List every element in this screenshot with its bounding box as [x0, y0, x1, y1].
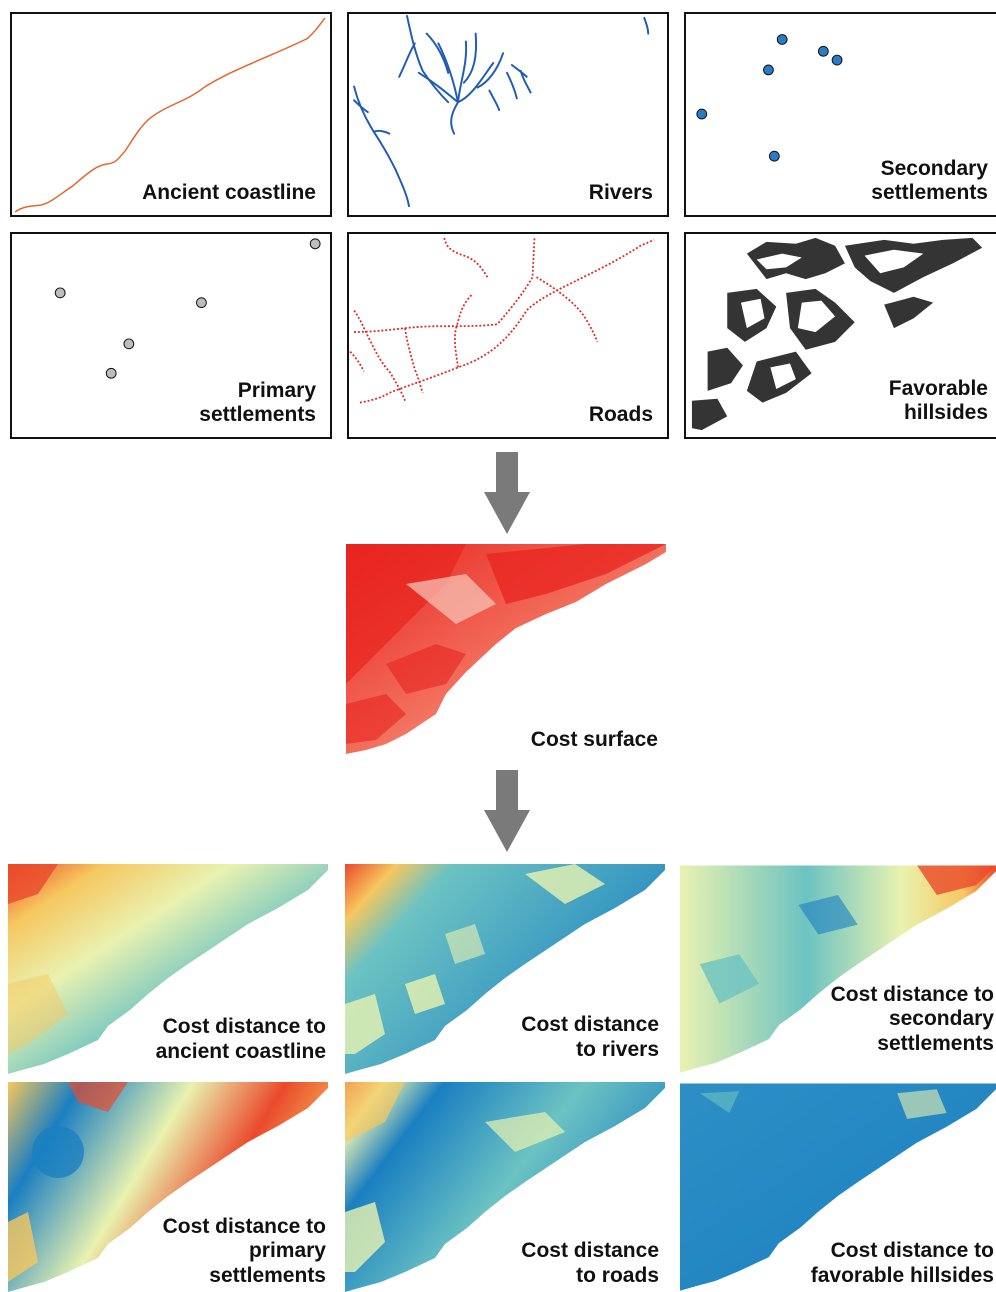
label-primary-settlements: Primary settlements	[199, 379, 316, 426]
label-rivers: Rivers	[588, 181, 653, 204]
cost-distance-secondary-map	[680, 865, 996, 1073]
panel-primary-settlements: Primary settlements	[10, 232, 332, 439]
rivers-line-map	[353, 14, 650, 208]
label-cost-surface: Cost surface	[530, 728, 658, 751]
panel-favorable-hillsides: Favorable hillsides	[684, 232, 996, 439]
cost-distance-roads-map	[345, 1082, 665, 1292]
secondary-settlements-map	[696, 34, 843, 162]
cost-distance-coastline-map	[8, 864, 328, 1074]
label-cost-distance-secondary: Cost distance to secondary settlements	[830, 982, 994, 1055]
label-favorable-hillsides: Favorable hillsides	[888, 377, 988, 424]
panel-ancient-coastline: Ancient coastline	[10, 12, 332, 217]
primary-settlements-map	[54, 238, 321, 379]
label-ancient-coastline: Ancient coastline	[142, 181, 316, 204]
label-cost-distance-hillsides: Cost distance to favorable hillsides	[810, 1239, 994, 1287]
label-cost-distance-roads: Cost distance to roads	[521, 1239, 659, 1287]
panel-secondary-settlements: Secondary settlements	[684, 12, 996, 217]
cost-distance-hillsides-map	[680, 1083, 996, 1291]
label-roads: Roads	[588, 403, 653, 426]
panel-cost-distance-hillsides: Cost distance to favorable hillsides	[680, 1082, 996, 1292]
label-cost-distance-rivers: Cost distance to rivers	[521, 1013, 659, 1061]
hillsides-map	[691, 237, 994, 437]
panel-cost-surface: Cost surface	[346, 544, 666, 754]
down-arrow-2	[484, 770, 530, 852]
down-arrow-1	[484, 452, 530, 534]
coastline-line-map	[14, 17, 326, 213]
label-secondary-settlements: Secondary settlements	[871, 157, 988, 204]
panel-cost-distance-coastline: Cost distance to ancient coastline	[8, 864, 328, 1074]
panel-rivers: Rivers	[347, 12, 669, 217]
label-cost-distance-coastline: Cost distance to ancient coastline	[155, 1015, 326, 1063]
panel-cost-distance-rivers: Cost distance to rivers	[345, 864, 665, 1074]
roads-map	[349, 237, 655, 404]
cost-distance-primary-map	[8, 1082, 328, 1292]
label-cost-distance-primary: Cost distance to primary settlements	[162, 1214, 326, 1287]
cost-surface-map	[346, 544, 666, 754]
cost-distance-rivers-map	[345, 864, 665, 1074]
panel-cost-distance-secondary: Cost distance to secondary settlements	[680, 864, 996, 1074]
panel-roads: Roads	[347, 232, 669, 439]
panel-cost-distance-primary: Cost distance to primary settlements	[8, 1082, 328, 1292]
panel-cost-distance-roads: Cost distance to roads	[345, 1082, 665, 1292]
